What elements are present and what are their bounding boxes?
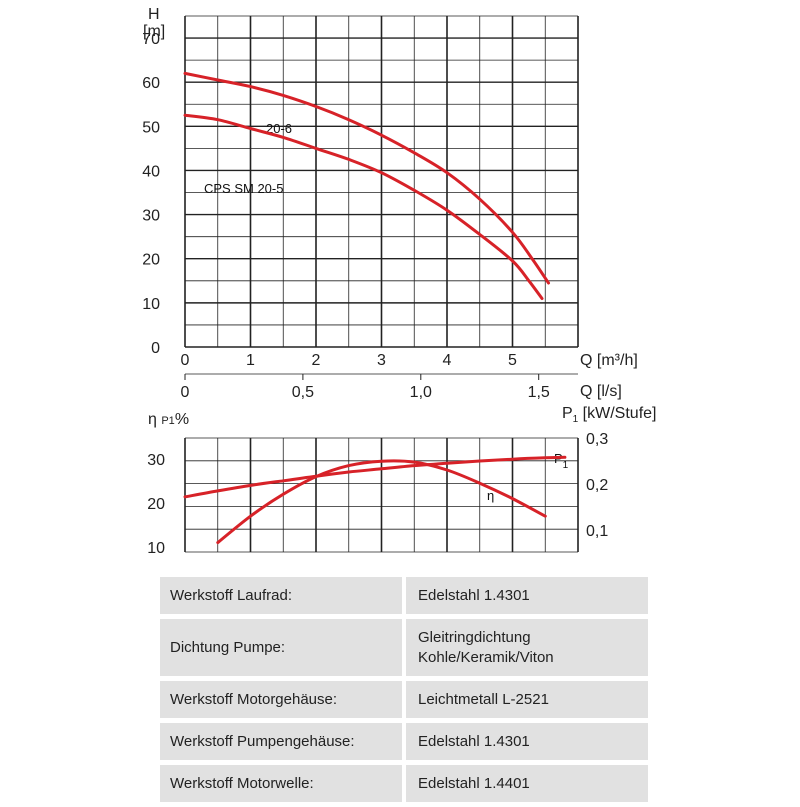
spec-row: Dichtung Pumpe: Gleitringdichtung Kohle/… [160,619,648,676]
p1-subscript: P1 [161,415,174,427]
head-curve-20-6 [183,71,550,285]
x2-tick-label: 1,0 [410,384,432,401]
head-chart-grid [184,15,579,375]
y-left-tick-label: 30 [147,452,165,469]
power-subscript: 1 [573,414,579,425]
head-curve-20-5 [183,113,544,300]
power-axis-label: P1 [kW/Stufe] [562,405,656,425]
flow-axis-label-ls: Q [l/s] [580,383,622,400]
y-tick-label: 40 [142,163,160,180]
power-curve-p1 [183,455,567,499]
curve-label-eta: η [487,488,494,503]
spec-row: Werkstoff Motorwelle: Edelstahl 1.4401 [160,765,648,802]
x2-tick-label: 1,5 [528,384,550,401]
x-tick-label: 3 [377,352,386,369]
spec-value-text: Gleitringdichtung Kohle/Keramik/Viton [418,628,554,666]
y-tick-label: 20 [142,252,160,269]
spec-value: Edelstahl 1.4301 [406,723,648,760]
spec-row: Werkstoff Pumpengehäuse: Edelstahl 1.430… [160,723,648,760]
spec-value: Gleitringdichtung Kohle/Keramik/Viton [406,619,648,676]
x-tick-label: 1 [246,352,255,369]
spec-key: Werkstoff Pumpengehäuse: [160,723,406,760]
y-left-tick-label: 20 [147,496,165,513]
y-tick-label: 0 [151,340,160,357]
spec-key: Dichtung Pumpe: [160,619,406,676]
spec-key: Werkstoff Laufrad: [160,577,406,614]
y-right-tick-label: 0,2 [586,477,608,494]
y-left-tick-label: 10 [147,540,165,557]
x-tick-label: 2 [312,352,321,369]
efficiency-chart-grid [184,437,579,553]
y-right-tick-label: 0,1 [586,523,608,540]
spec-value: Edelstahl 1.4301 [406,577,648,614]
eta-symbol: η [148,411,161,428]
efficiency-axis-label: η P1% [148,411,189,428]
spec-row: Werkstoff Motorgehäuse: Leichtmetall L-2… [160,681,648,718]
x2-tick-label: 0 [181,384,190,401]
efficiency-curve-eta [216,459,547,545]
percent-sign: % [175,411,189,428]
chart-curves [183,71,567,545]
power-unit: [kW/Stufe] [578,405,656,422]
spec-key: Werkstoff Motorwelle: [160,765,406,802]
x-tick-label: 4 [443,352,452,369]
y-tick-label: 70 [142,31,160,48]
power-p: P [562,405,573,422]
pump-performance-chart: H [m] Q [m³/h] Q [l/s] 20-6 CPS SM 20-5 … [142,6,656,557]
spec-value: Edelstahl 1.4401 [406,765,648,802]
efficiency-chart-ticks: 10 20 30 0,1 0,2 0,3 [147,431,608,557]
head-axis-unit: [m] [143,23,165,40]
y-tick-label: 50 [142,119,160,136]
x-tick-label: 0 [181,352,190,369]
y-tick-label: 30 [142,208,160,225]
spec-table: Werkstoff Laufrad: Edelstahl 1.4301 Dich… [160,572,648,807]
spec-key: Werkstoff Motorgehäuse: [160,681,406,718]
curve-label-p1: P1 [554,451,569,471]
head-axis-label: H [148,6,160,23]
y-tick-label: 10 [142,296,160,313]
y-right-tick-label: 0,3 [586,431,608,448]
spec-value: Leichtmetall L-2521 [406,681,648,718]
x-tick-label: 5 [508,352,517,369]
x2-tick-label: 0,5 [292,384,314,401]
y-tick-label: 60 [142,75,160,92]
curve-label-20-6: 20-6 [266,121,292,136]
flow-axis-label-m3h: Q [m³/h] [580,352,638,369]
curve-label-20-5: CPS SM 20-5 [204,181,283,196]
spec-row: Werkstoff Laufrad: Edelstahl 1.4301 [160,577,648,614]
